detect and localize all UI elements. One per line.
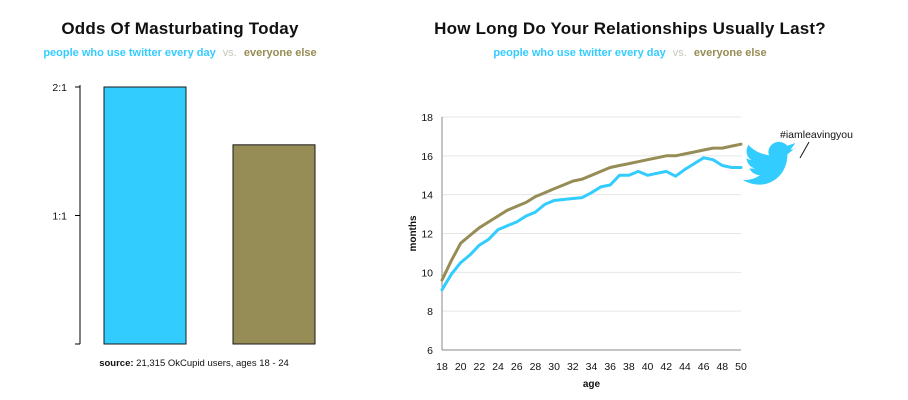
bar-everyone xyxy=(232,144,316,345)
source-note: source: 21,315 OkCupid users, ages 18 - … xyxy=(42,358,346,369)
legend-vs-label: vs. xyxy=(222,47,237,59)
bar-twitter xyxy=(103,86,187,345)
bar-y-tick-label: 2:1 xyxy=(52,82,67,94)
line-x-tick-label: 20 xyxy=(455,361,467,373)
line-x-tick-label: 18 xyxy=(436,361,448,373)
legend-twitter-label: people who use twitter every day xyxy=(493,47,666,59)
line-x-tick-label: 24 xyxy=(492,361,504,373)
source-text: 21,315 OkCupid users, ages 18 - 24 xyxy=(136,358,289,369)
line-x-tick-label: 42 xyxy=(660,361,672,373)
line-x-tick-label: 22 xyxy=(474,361,486,373)
line-x-tick-label: 38 xyxy=(623,361,635,373)
bar-chart: 1:1 2:1 xyxy=(52,82,316,345)
line-y-tick-label: 16 xyxy=(421,151,433,163)
line-x-tick-label: 36 xyxy=(604,361,616,373)
line-series-twitter xyxy=(440,156,743,292)
line-chart: 6 8 10 12 14 16 18 18 20 22 24 26 28 30 32 34 36 38 40 42 44… xyxy=(408,112,853,390)
line-y-tick-label: 10 xyxy=(421,267,433,279)
line-x-tick-label: 46 xyxy=(698,361,710,373)
left-chart-panel: Odds Of Masturbating Today people who us… xyxy=(0,0,400,400)
right-chart-panel: How Long Do Your Relationships Usually L… xyxy=(400,0,908,400)
source-label: source: xyxy=(99,358,134,369)
line-y-axis-label: months xyxy=(408,215,419,252)
line-x-tick-label: 28 xyxy=(530,361,542,373)
line-x-tick-label: 48 xyxy=(716,361,728,373)
line-x-tick-label: 34 xyxy=(586,361,598,373)
right-chart-title: How Long Do Your Relationships Usually L… xyxy=(434,19,826,38)
line-x-tick-label: 30 xyxy=(548,361,560,373)
line-x-tick-label: 32 xyxy=(567,361,579,373)
legend-vs-label: vs. xyxy=(672,47,687,59)
line-y-tick-label: 6 xyxy=(427,345,433,357)
line-x-tick-label: 44 xyxy=(679,361,691,373)
twitter-bird-icon xyxy=(742,141,797,185)
line-y-tick-label: 8 xyxy=(427,306,433,318)
line-x-axis-label: age xyxy=(583,379,601,390)
left-chart-title: Odds Of Masturbating Today xyxy=(61,19,299,38)
line-y-tick-label: 12 xyxy=(421,229,433,241)
annotation-pointer xyxy=(799,141,810,159)
line-y-tick-label: 14 xyxy=(421,190,433,202)
line-x-tick-label: 40 xyxy=(642,361,654,373)
annotation-hashtag: #iamleavingyou xyxy=(780,129,853,141)
line-x-tick-label: 50 xyxy=(735,361,747,373)
line-y-tick-label: 18 xyxy=(421,112,433,124)
legend-twitter-label: people who use twitter every day xyxy=(43,47,216,59)
legend-everyone-label: everyone else xyxy=(693,47,767,59)
bar-y-tick-label: 1:1 xyxy=(52,211,67,223)
line-x-tick-label: 26 xyxy=(511,361,523,373)
left-chart-legend: people who use twitter every day vs. eve… xyxy=(0,47,360,59)
right-chart-legend: people who use twitter every day vs. eve… xyxy=(395,47,865,59)
line-series-everyone xyxy=(440,142,743,282)
legend-everyone-label: everyone else xyxy=(243,47,317,59)
